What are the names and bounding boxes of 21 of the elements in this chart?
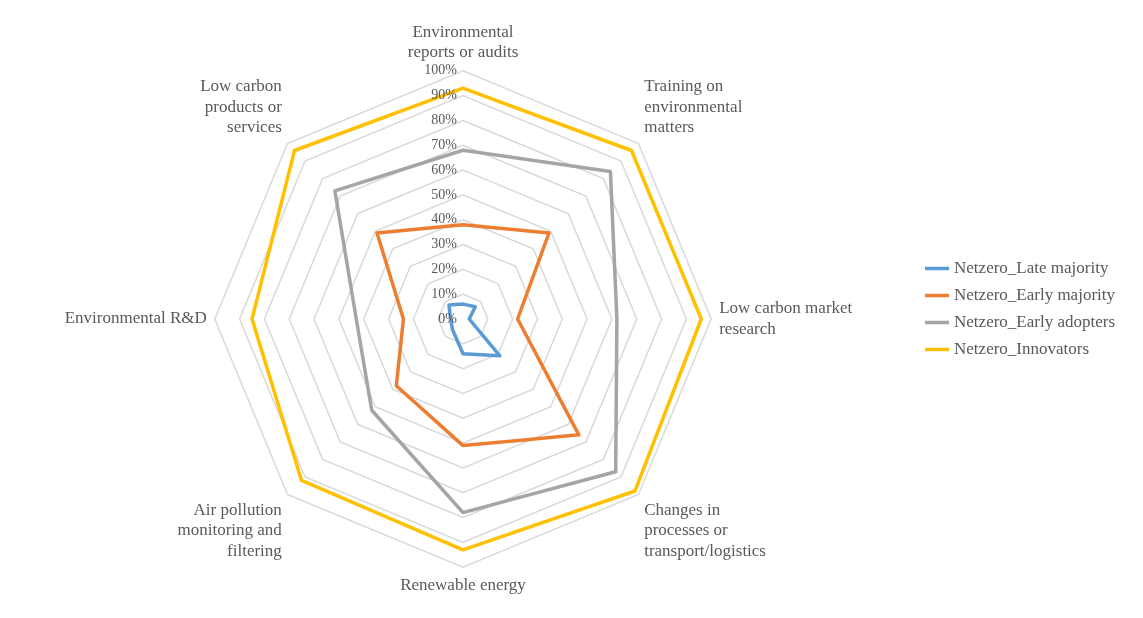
legend-label: Netzero_Innovators [954,338,1090,358]
y-tick-label: 30% [431,236,458,252]
legend-label: Netzero_Early adopters [954,311,1115,331]
spoke-label: Changes in processes or transport/logistics [644,499,766,560]
y-tick-label: 100% [424,62,458,78]
y-tick-label: 80% [431,112,458,128]
spoke-label: Renewable energy [400,574,527,594]
spoke-label: Low carbon market research [719,298,853,338]
legend-label: Netzero_Late majority [954,257,1109,277]
spoke-label: Air pollution monitoring and filtering [177,499,283,560]
spoke-label: Training on environmental matters [644,76,743,137]
y-tick-label: 40% [431,211,458,227]
y-tick-label: 50% [431,186,458,202]
y-tick-label: 10% [431,285,458,301]
y-tick-label: 60% [431,161,458,177]
y-tick-label: 20% [431,261,458,277]
spoke-label: Low carbon products or services [200,76,283,137]
spoke-label: Environmental reports or audits [407,21,519,62]
spoke-label: Environmental R&D [64,308,207,328]
y-tick-label: 70% [431,136,458,152]
legend-label: Netzero_Early majority [954,284,1116,304]
